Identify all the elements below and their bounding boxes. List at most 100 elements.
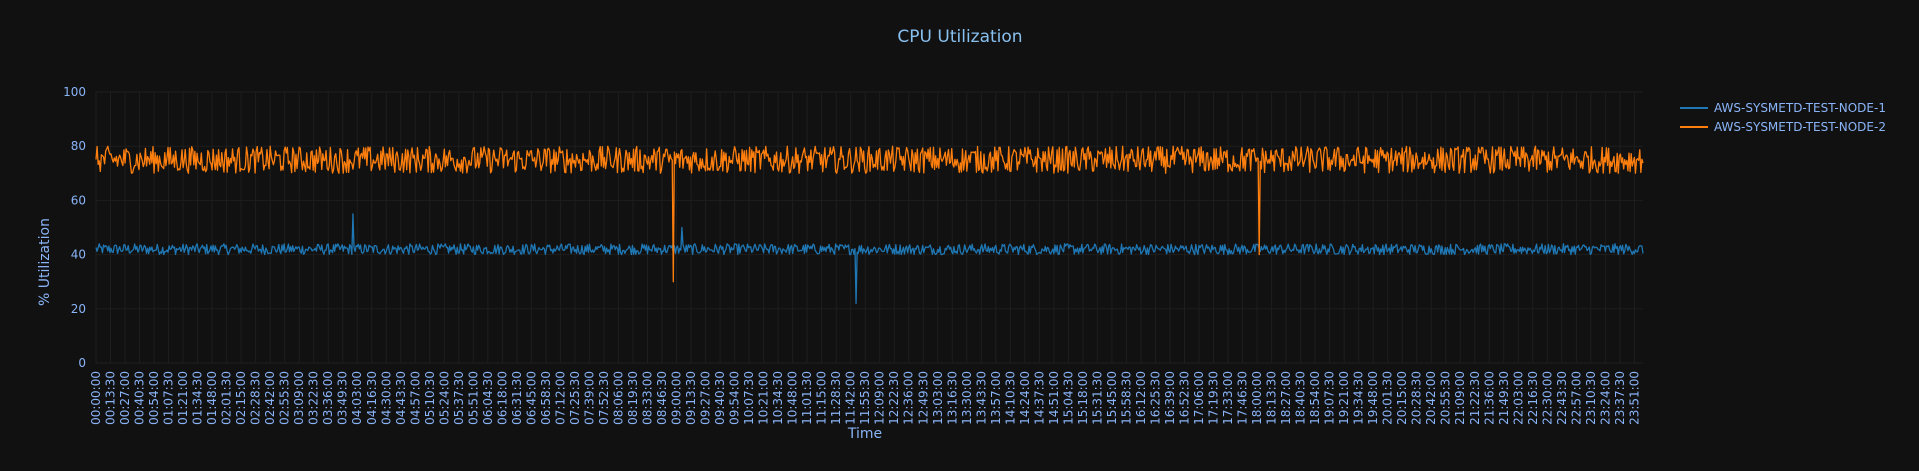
x-tick-label: 16:25:30 — [1148, 371, 1162, 425]
x-tick-label: 00:00:00 — [89, 371, 103, 425]
x-tick-label: 07:39:00 — [582, 371, 596, 425]
x-tick-label: 13:16:30 — [945, 371, 959, 425]
x-tick-label: 10:21:00 — [757, 371, 771, 425]
x-tick-label: 00:54:00 — [147, 371, 161, 425]
x-tick-label: 02:42:00 — [263, 371, 277, 425]
x-tick-label: 08:33:00 — [641, 371, 655, 425]
x-tick-label: 03:09:00 — [292, 371, 306, 425]
x-tick-label: 11:28:30 — [829, 371, 843, 425]
legend-label: AWS-SYSMETD-TEST-NODE-2 — [1714, 120, 1886, 134]
x-tick-label: 04:03:00 — [350, 371, 364, 425]
x-tick-label: 12:09:00 — [873, 371, 887, 425]
x-tick-label: 18:00:00 — [1250, 371, 1264, 425]
x-axis-ticks: 00:00:00 00:13:30 00:27:00 00:40:30 00:54:00… — [89, 371, 1641, 425]
x-tick-label: 22:16:30 — [1526, 371, 1540, 425]
x-tick-label: 04:43:30 — [394, 371, 408, 425]
x-tick-label: 09:27:00 — [699, 371, 713, 425]
x-tick-label: 22:43:30 — [1555, 371, 1569, 425]
x-tick-label: 21:22:30 — [1468, 371, 1482, 425]
x-tick-label: 17:33:00 — [1221, 371, 1235, 425]
x-tick-label: 22:57:00 — [1569, 371, 1583, 425]
x-tick-label: 10:34:30 — [771, 371, 785, 425]
x-tick-label: 11:42:00 — [844, 371, 858, 425]
y-tick-label: 60 — [71, 193, 86, 207]
series-lines — [95, 145, 1644, 305]
y-tick-label: 100 — [63, 85, 86, 99]
x-tick-label: 14:37:30 — [1032, 371, 1046, 425]
x-tick-label: 23:37:30 — [1613, 371, 1627, 425]
series-line-1 — [95, 213, 1644, 305]
x-tick-label: 18:54:00 — [1308, 371, 1322, 425]
x-tick-label: 12:36:00 — [902, 371, 916, 425]
grid-lines — [95, 91, 1643, 364]
x-tick-label: 19:34:30 — [1352, 371, 1366, 425]
x-tick-label: 19:48:00 — [1366, 371, 1380, 425]
x-tick-label: 20:28:30 — [1410, 371, 1424, 425]
x-tick-label: 09:00:00 — [670, 371, 684, 425]
x-tick-label: 06:31:30 — [510, 371, 524, 425]
x-tick-label: 06:45:00 — [524, 371, 538, 425]
x-tick-label: 16:52:30 — [1177, 371, 1191, 425]
x-tick-label: 21:49:30 — [1497, 371, 1511, 425]
x-tick-label: 14:10:30 — [1003, 371, 1017, 425]
x-tick-label: 07:12:00 — [553, 371, 567, 425]
x-tick-label: 13:30:00 — [960, 371, 974, 425]
y-tick-label: 0 — [78, 356, 86, 370]
x-tick-label: 07:25:30 — [568, 371, 582, 425]
x-tick-label: 20:42:00 — [1424, 371, 1438, 425]
x-tick-label: 15:04:30 — [1061, 371, 1075, 425]
x-tick-label: 00:27:00 — [118, 371, 132, 425]
x-tick-label: 05:24:00 — [437, 371, 451, 425]
x-tick-label: 16:39:00 — [1163, 371, 1177, 425]
chart-title: CPU Utilization — [897, 27, 1022, 47]
x-tick-label: 01:21:00 — [176, 371, 190, 425]
x-tick-label: 21:36:00 — [1482, 371, 1496, 425]
x-tick-label: 01:34:30 — [191, 371, 205, 425]
x-tick-label: 03:49:30 — [336, 371, 350, 425]
x-tick-label: 05:37:30 — [452, 371, 466, 425]
legend-label: AWS-SYSMETD-TEST-NODE-1 — [1714, 101, 1886, 115]
x-tick-label: 21:09:00 — [1453, 371, 1467, 425]
legend-item-1[interactable]: AWS-SYSMETD-TEST-NODE-1 — [1680, 101, 1886, 115]
x-tick-label: 12:22:30 — [887, 371, 901, 425]
x-tick-label: 01:07:30 — [162, 371, 176, 425]
x-tick-label: 03:22:30 — [307, 371, 321, 425]
x-tick-label: 23:24:00 — [1598, 371, 1612, 425]
series-line-2 — [95, 145, 1644, 283]
x-tick-label: 18:13:30 — [1265, 371, 1279, 425]
x-tick-label: 15:31:30 — [1090, 371, 1104, 425]
x-tick-label: 01:48:00 — [205, 371, 219, 425]
legend[interactable]: AWS-SYSMETD-TEST-NODE-1 AWS-SYSMETD-TEST-… — [1680, 101, 1886, 134]
legend-item-2[interactable]: AWS-SYSMETD-TEST-NODE-2 — [1680, 120, 1886, 134]
x-tick-label: 11:15:00 — [815, 371, 829, 425]
x-tick-label: 20:01:30 — [1381, 371, 1395, 425]
x-tick-label: 20:15:00 — [1395, 371, 1409, 425]
x-tick-label: 05:51:00 — [466, 371, 480, 425]
x-axis-label: Time — [847, 426, 882, 442]
x-tick-label: 13:43:30 — [974, 371, 988, 425]
x-tick-label: 18:40:30 — [1294, 371, 1308, 425]
x-tick-label: 18:27:00 — [1279, 371, 1293, 425]
x-tick-label: 09:40:30 — [713, 371, 727, 425]
x-tick-label: 20:55:30 — [1439, 371, 1453, 425]
x-tick-label: 02:15:00 — [234, 371, 248, 425]
x-tick-label: 23:10:30 — [1584, 371, 1598, 425]
x-tick-label: 13:57:00 — [989, 371, 1003, 425]
x-tick-label: 22:03:00 — [1511, 371, 1525, 425]
y-tick-label: 80 — [71, 139, 86, 153]
x-tick-label: 23:51:00 — [1627, 371, 1641, 425]
x-tick-label: 17:06:00 — [1192, 371, 1206, 425]
x-tick-label: 14:24:00 — [1018, 371, 1032, 425]
x-tick-label: 10:07:30 — [742, 371, 756, 425]
x-tick-label: 15:18:00 — [1076, 371, 1090, 425]
x-tick-label: 00:13:30 — [104, 371, 118, 425]
x-tick-label: 15:45:00 — [1105, 371, 1119, 425]
x-tick-label: 04:57:00 — [408, 371, 422, 425]
x-tick-label: 14:51:00 — [1047, 371, 1061, 425]
x-tick-label: 08:46:30 — [655, 371, 669, 425]
x-tick-label: 19:07:30 — [1323, 371, 1337, 425]
x-tick-label: 17:46:30 — [1236, 371, 1250, 425]
x-tick-label: 05:10:30 — [423, 371, 437, 425]
x-tick-label: 16:12:00 — [1134, 371, 1148, 425]
